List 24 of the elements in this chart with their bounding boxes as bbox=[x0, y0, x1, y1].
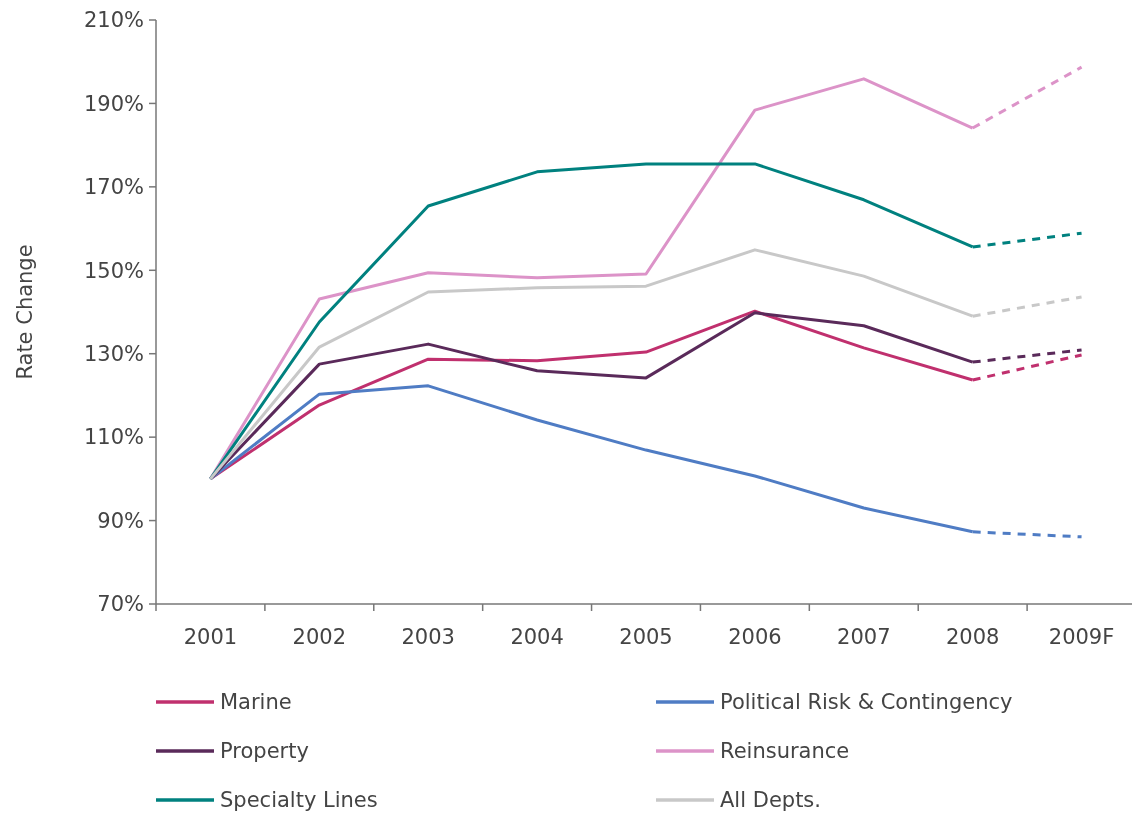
legend-label: Marine bbox=[220, 690, 292, 715]
y-tick-label: 150% bbox=[83, 258, 144, 283]
x-tick-label: 2005 bbox=[619, 625, 673, 649]
x-tick-label: 2004 bbox=[510, 625, 564, 649]
y-tick-label: 170% bbox=[83, 175, 144, 200]
legend-label: All Depts. bbox=[720, 788, 821, 813]
legend-label: Reinsurance bbox=[720, 739, 850, 764]
x-tick-label: 2007 bbox=[837, 625, 891, 649]
y-tick-label: 90% bbox=[97, 508, 144, 533]
y-tick-label: 70% bbox=[97, 592, 144, 617]
x-tick-label: 2006 bbox=[728, 625, 782, 649]
legend-label: Political Risk & Contingency bbox=[720, 690, 1013, 715]
legend-label: Specialty Lines bbox=[220, 788, 378, 813]
y-tick-label: 210% bbox=[83, 8, 144, 33]
y-tick-label: 130% bbox=[83, 342, 144, 367]
x-tick-label: 2001 bbox=[183, 625, 238, 649]
x-tick-label: 2002 bbox=[292, 625, 347, 649]
x-tick-label: 2008 bbox=[945, 625, 1000, 649]
y-tick-label: 110% bbox=[83, 425, 144, 450]
legend-label: Property bbox=[220, 739, 309, 764]
x-tick-label: 2003 bbox=[401, 625, 455, 649]
y-tick-label: 190% bbox=[83, 91, 144, 116]
x-tick-label: 2009F bbox=[1048, 625, 1115, 649]
y-axis-title: Rate Change bbox=[13, 244, 37, 380]
